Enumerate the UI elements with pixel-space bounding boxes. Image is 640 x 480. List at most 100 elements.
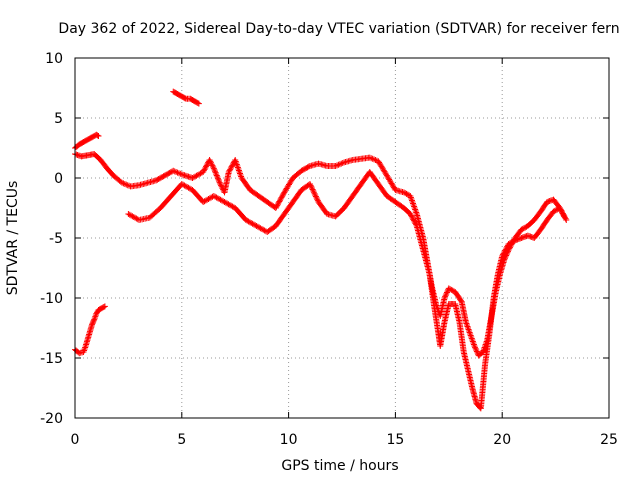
data-point <box>278 194 285 201</box>
data-point <box>559 210 566 217</box>
y-tick-label: 5 <box>54 111 63 127</box>
y-tick-label: -15 <box>40 351 63 367</box>
data-point <box>336 161 343 168</box>
data-point <box>400 189 407 196</box>
data-point <box>557 206 564 213</box>
data-point <box>203 163 210 170</box>
data-point <box>217 181 224 187</box>
data-point <box>412 220 419 227</box>
data-point <box>121 181 128 187</box>
x-axis-label: GPS time / hours <box>281 458 398 474</box>
data-point <box>402 190 409 197</box>
data-point <box>216 178 223 185</box>
data-point <box>560 211 567 218</box>
data-point <box>556 205 563 211</box>
data-point <box>409 215 416 221</box>
data-point <box>314 196 321 203</box>
data-point <box>306 181 313 187</box>
data-point <box>403 190 410 197</box>
data-point <box>408 213 415 220</box>
data-point <box>201 166 208 173</box>
data-point <box>217 182 224 189</box>
series-isolated <box>170 88 202 107</box>
data-point <box>310 189 317 196</box>
data-point <box>508 239 515 246</box>
data-point <box>561 214 568 221</box>
data-point <box>214 173 221 180</box>
data-point <box>500 250 507 257</box>
data-point <box>404 191 411 198</box>
data-point <box>212 168 219 175</box>
data-point <box>408 212 415 219</box>
data-point <box>215 176 222 183</box>
data-point <box>226 167 233 174</box>
data-point <box>171 168 178 175</box>
data-point <box>371 156 378 163</box>
data-point <box>100 304 107 310</box>
x-tick-label: 15 <box>386 432 404 448</box>
data-point <box>206 157 213 163</box>
data-point <box>366 154 373 161</box>
data-point <box>448 286 455 293</box>
data-point <box>472 344 479 351</box>
data-point <box>563 217 570 223</box>
data-point <box>338 160 345 167</box>
data-point <box>504 243 511 250</box>
y-axis-label: SDTVAR / TECUs <box>5 181 21 296</box>
data-point <box>94 132 101 139</box>
data-point <box>305 163 312 170</box>
data-point <box>279 193 286 200</box>
data-point <box>410 216 417 223</box>
data-point <box>449 287 456 294</box>
data-point <box>559 209 566 215</box>
data-point <box>510 238 517 245</box>
data-point <box>313 194 320 201</box>
data-point <box>309 186 316 193</box>
data-point <box>275 199 282 206</box>
data-point <box>472 345 479 352</box>
data-point <box>502 247 509 254</box>
data-point <box>442 292 449 299</box>
data-point <box>369 155 376 162</box>
data-point <box>202 165 209 171</box>
data-point <box>473 348 480 355</box>
data-point <box>213 172 220 179</box>
data-point <box>443 290 450 297</box>
data-point <box>207 158 214 165</box>
data-point <box>212 169 219 176</box>
data-point <box>214 175 221 182</box>
x-tick-label: 25 <box>600 432 618 448</box>
data-point <box>558 207 565 214</box>
data-point <box>501 249 508 255</box>
data-point <box>332 163 339 169</box>
data-point <box>502 246 509 253</box>
data-point <box>216 179 223 186</box>
data-point <box>473 347 480 354</box>
series-main-b <box>125 169 570 412</box>
data-point <box>274 202 281 209</box>
data-point <box>200 167 207 174</box>
data-point <box>550 208 557 215</box>
data-point <box>207 159 214 166</box>
data-point <box>120 180 127 187</box>
data-point <box>457 297 464 304</box>
data-point <box>227 166 234 173</box>
data-point <box>210 164 217 170</box>
data-point <box>407 211 414 217</box>
y-tick-label: 10 <box>45 51 63 67</box>
data-point <box>213 171 220 178</box>
y-tick-label: 0 <box>54 171 63 187</box>
axis-layer: 0 5 10 15 20 25 -20 -15 -10 -5 0 5 10 <box>40 51 618 448</box>
data-point <box>308 185 315 192</box>
data-point <box>519 225 526 232</box>
data-point <box>228 163 235 170</box>
data-point <box>170 167 177 174</box>
data-point <box>210 165 217 172</box>
data-point <box>311 190 318 197</box>
data-point <box>279 192 286 198</box>
data-point <box>445 285 452 292</box>
data-point <box>471 343 478 349</box>
data-point <box>123 181 130 188</box>
